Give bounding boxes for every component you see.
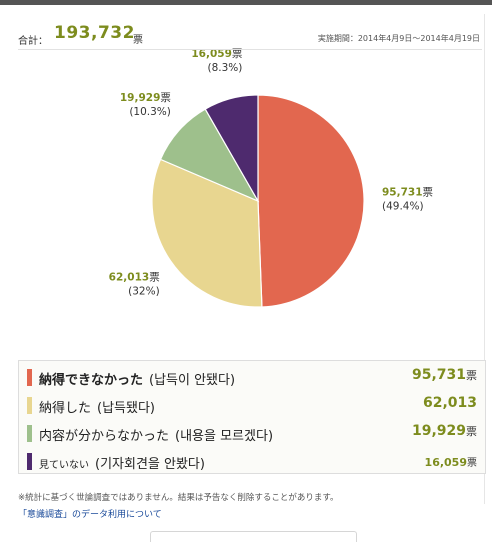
legend-unit: 票 bbox=[466, 369, 477, 382]
results-panel: 合計： 193,732 票 実施期間：2014年4月9日～2014年4月19日 bbox=[12, 14, 485, 504]
legend-label-ko: (기자회견을 안봤다) bbox=[95, 457, 205, 472]
link-suffix[interactable]: のデータ利用について bbox=[72, 510, 162, 520]
legend-label-ko: (납득됐다) bbox=[97, 401, 155, 416]
legend-row: 見ていない (기자회견을 안봤다) 16,059票 bbox=[19, 447, 485, 474]
legend-votes: 62,013 bbox=[422, 395, 477, 411]
legend-swatch bbox=[27, 369, 32, 386]
slice-percent-label: (8.3%) bbox=[208, 62, 243, 74]
legend-value: 95,731票 bbox=[412, 367, 477, 383]
legend-row: 納得した (납득됐다) 62,013 bbox=[19, 391, 485, 418]
slice-percent-label: (49.4%) bbox=[382, 200, 424, 212]
total-value: 193,732 bbox=[54, 23, 135, 43]
slice-value-label: 62,013票 bbox=[109, 272, 160, 284]
legend-value: 16,059票 bbox=[425, 454, 477, 469]
slice-value-label: 95,731票 bbox=[382, 186, 433, 198]
pie-slice bbox=[151, 158, 263, 308]
period-dates: 2014年4月9日～2014年4月19日 bbox=[357, 34, 480, 43]
legend-label: 納得できなかった (납득이 안됐다) bbox=[39, 369, 235, 388]
disclaimer-note: ※統計に基づく世論調査ではありません。結果は予告なく削除することがあります。 bbox=[18, 493, 339, 503]
period-label: 実施期間： bbox=[317, 34, 358, 43]
legend-label-ko: (내용을 모르겠다) bbox=[175, 429, 274, 444]
legend-row: 内容が分からなかった (내용을 모르겠다) 19,929票 bbox=[19, 419, 485, 446]
legend-unit: 票 bbox=[467, 458, 477, 469]
legend-label-ja: 見ていない bbox=[39, 460, 89, 471]
slice-value-label: 16,059票 bbox=[191, 48, 242, 60]
total-label: 合計： bbox=[18, 36, 48, 47]
slice-percent-label: (32%) bbox=[128, 286, 160, 298]
divider bbox=[18, 49, 482, 50]
legend-unit: 票 bbox=[466, 425, 477, 438]
legend-label-ja: 納得した bbox=[39, 401, 92, 416]
legend-label: 内容が分からなかった (내용을 모르겠다) bbox=[39, 425, 273, 444]
legend-label: 見ていない (기자회견을 안봤다) bbox=[39, 453, 205, 472]
pie-slice bbox=[204, 94, 259, 204]
legend-votes: 95,731 bbox=[411, 367, 466, 383]
total-unit: 票 bbox=[133, 35, 143, 46]
total-row: 合計： 193,732 票 実施期間：2014年4月9日～2014年4月19日 bbox=[18, 22, 480, 48]
legend-label-ko: (납득이 안됐다) bbox=[149, 373, 236, 388]
legend-label-ja: 納得できなかった bbox=[39, 373, 144, 388]
legend-row: 納得できなかった (납득이 안됐다) 95,731票 bbox=[19, 363, 485, 390]
legend-swatch bbox=[27, 397, 32, 414]
slice-value-label: 19,929票 bbox=[120, 92, 171, 104]
legend-value: 62,013 bbox=[423, 395, 477, 411]
data-usage-link[interactable]: 「意識調査」のデータ利用について bbox=[18, 507, 162, 520]
legend-votes: 16,059 bbox=[424, 456, 467, 469]
slice-percent-label: (10.3%) bbox=[129, 106, 171, 118]
bottom-button-edge[interactable] bbox=[150, 531, 357, 542]
legend: 納得できなかった (납득이 안됐다) 95,731票 納得した (납득됐다) 62,… bbox=[18, 360, 486, 474]
pie-slice bbox=[257, 94, 365, 308]
legend-value: 19,929票 bbox=[412, 423, 477, 439]
survey-period: 実施期間：2014年4月9日～2014年4月19日 bbox=[318, 33, 480, 44]
legend-label: 納得した (납득됐다) bbox=[39, 397, 155, 416]
legend-votes: 19,929 bbox=[411, 423, 466, 439]
link-title[interactable]: 「意識調査」 bbox=[18, 510, 73, 520]
legend-swatch bbox=[27, 425, 32, 442]
top-bar bbox=[0, 0, 492, 5]
legend-label-ja: 内容が分からなかった bbox=[39, 429, 170, 444]
legend-swatch bbox=[27, 453, 32, 470]
pie-chart: 95,731票 (49.4%) 62,013票 (32%) 19,929票 (10.3%)… bbox=[109, 48, 433, 308]
